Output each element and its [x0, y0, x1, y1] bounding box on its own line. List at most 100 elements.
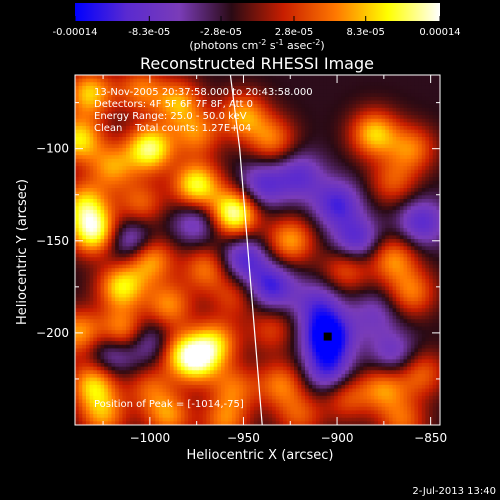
heatmap-cell	[188, 147, 193, 153]
heatmap-cell	[148, 107, 153, 113]
heatmap-cell	[239, 158, 244, 164]
heatmap-cell	[166, 111, 171, 116]
heatmap-cell	[385, 246, 390, 251]
heatmap-cell	[399, 140, 405, 145]
heatmap-cell	[352, 188, 357, 193]
heatmap-cell	[326, 78, 332, 83]
heatmap-cell	[399, 151, 405, 156]
heatmap-cell	[429, 166, 434, 171]
heatmap-cell	[410, 213, 416, 218]
heatmap-cell	[162, 147, 167, 153]
heatmap-cell	[158, 100, 164, 105]
heatmap-cell	[294, 220, 299, 226]
heatmap-cell	[82, 147, 87, 153]
heatmap-cell	[407, 235, 412, 240]
heatmap-cell	[436, 169, 440, 175]
heatmap-cell	[144, 206, 149, 211]
heatmap-cell	[304, 111, 310, 116]
heatmap-cell	[330, 147, 335, 153]
heatmap-cell	[239, 75, 244, 80]
heatmap-cell	[363, 235, 368, 240]
heatmap-cell	[363, 224, 368, 229]
heatmap-cell	[348, 118, 353, 123]
heatmap-cell	[151, 100, 156, 105]
heatmap-cell	[312, 89, 317, 94]
heatmap-cell	[345, 115, 350, 120]
heatmap-cell	[228, 115, 233, 120]
heatmap-cell	[155, 111, 160, 116]
heatmap-cell	[140, 107, 145, 113]
heatmap-cell	[275, 198, 280, 204]
heatmap-cell	[418, 184, 423, 189]
heatmap-cell	[410, 228, 416, 233]
heatmap-cell	[210, 162, 215, 167]
heatmap-cell	[82, 217, 87, 222]
heatmap-cell	[129, 228, 134, 233]
heatmap-cell	[137, 75, 142, 80]
heatmap-cell	[290, 100, 295, 105]
heatmap-cell	[210, 126, 215, 131]
heatmap-cell	[250, 118, 255, 123]
heatmap-cell	[341, 104, 346, 109]
heatmap-cell	[367, 253, 372, 258]
heatmap-cell	[122, 89, 127, 94]
heatmap-cell	[359, 136, 364, 142]
heatmap-cell	[148, 209, 153, 215]
heatmap-cell	[155, 239, 160, 244]
heatmap-cell	[363, 166, 368, 171]
heatmap-cell	[377, 169, 383, 175]
heatmap-cell	[93, 133, 98, 138]
heatmap-cell	[403, 118, 408, 123]
heatmap-cell	[122, 195, 127, 200]
heatmap-cell	[118, 151, 124, 156]
heatmap-cell	[356, 231, 361, 237]
heatmap-cell	[133, 188, 138, 193]
heatmap-cell	[242, 140, 248, 145]
heatmap-cell	[367, 115, 372, 120]
heatmap-cell	[144, 213, 149, 218]
heatmap-cell	[425, 89, 430, 94]
heatmap-cell	[162, 202, 167, 207]
heatmap-cell	[377, 231, 383, 237]
heatmap-cell	[250, 122, 255, 127]
heatmap-cell	[312, 231, 317, 237]
heatmap-cell	[115, 107, 120, 113]
heatmap-cell	[180, 104, 186, 109]
heatmap-cell	[148, 111, 153, 116]
heatmap-cell	[283, 151, 288, 156]
heatmap-cell	[414, 246, 419, 251]
heatmap-cell	[275, 177, 280, 182]
heatmap-cell	[257, 253, 262, 258]
heatmap-cell	[315, 166, 321, 171]
heatmap-cell	[228, 195, 233, 200]
heatmap-cell	[213, 140, 218, 145]
heatmap-cell	[403, 89, 408, 94]
heatmap-cell	[82, 184, 87, 189]
heatmap-cell	[129, 188, 134, 193]
heatmap-cell	[206, 96, 211, 102]
heatmap-cell	[330, 96, 335, 102]
heatmap-cell	[315, 93, 321, 98]
heatmap-cell	[250, 96, 255, 102]
heatmap-cell	[279, 239, 284, 244]
heatmap-cell	[432, 151, 437, 156]
heatmap-cell	[356, 177, 361, 182]
heatmap-cell	[173, 231, 178, 237]
heatmap-cell	[264, 122, 270, 127]
heatmap-cell	[396, 166, 401, 171]
heatmap-cell	[224, 213, 229, 218]
heatmap-cell	[399, 242, 405, 247]
heatmap-cell	[100, 136, 105, 142]
heatmap-cell	[173, 115, 178, 120]
heatmap-cell	[253, 206, 259, 211]
heatmap-cell	[421, 162, 426, 167]
heatmap-cell	[93, 209, 98, 215]
heatmap-cell	[221, 224, 226, 229]
heatmap-cell	[410, 75, 416, 80]
heatmap-cell	[421, 239, 426, 244]
heatmap-cell	[155, 162, 160, 167]
heatmap-cell	[261, 195, 266, 200]
heatmap-cell	[177, 242, 182, 247]
heatmap-cell	[235, 206, 240, 211]
heatmap-cell	[297, 213, 302, 218]
